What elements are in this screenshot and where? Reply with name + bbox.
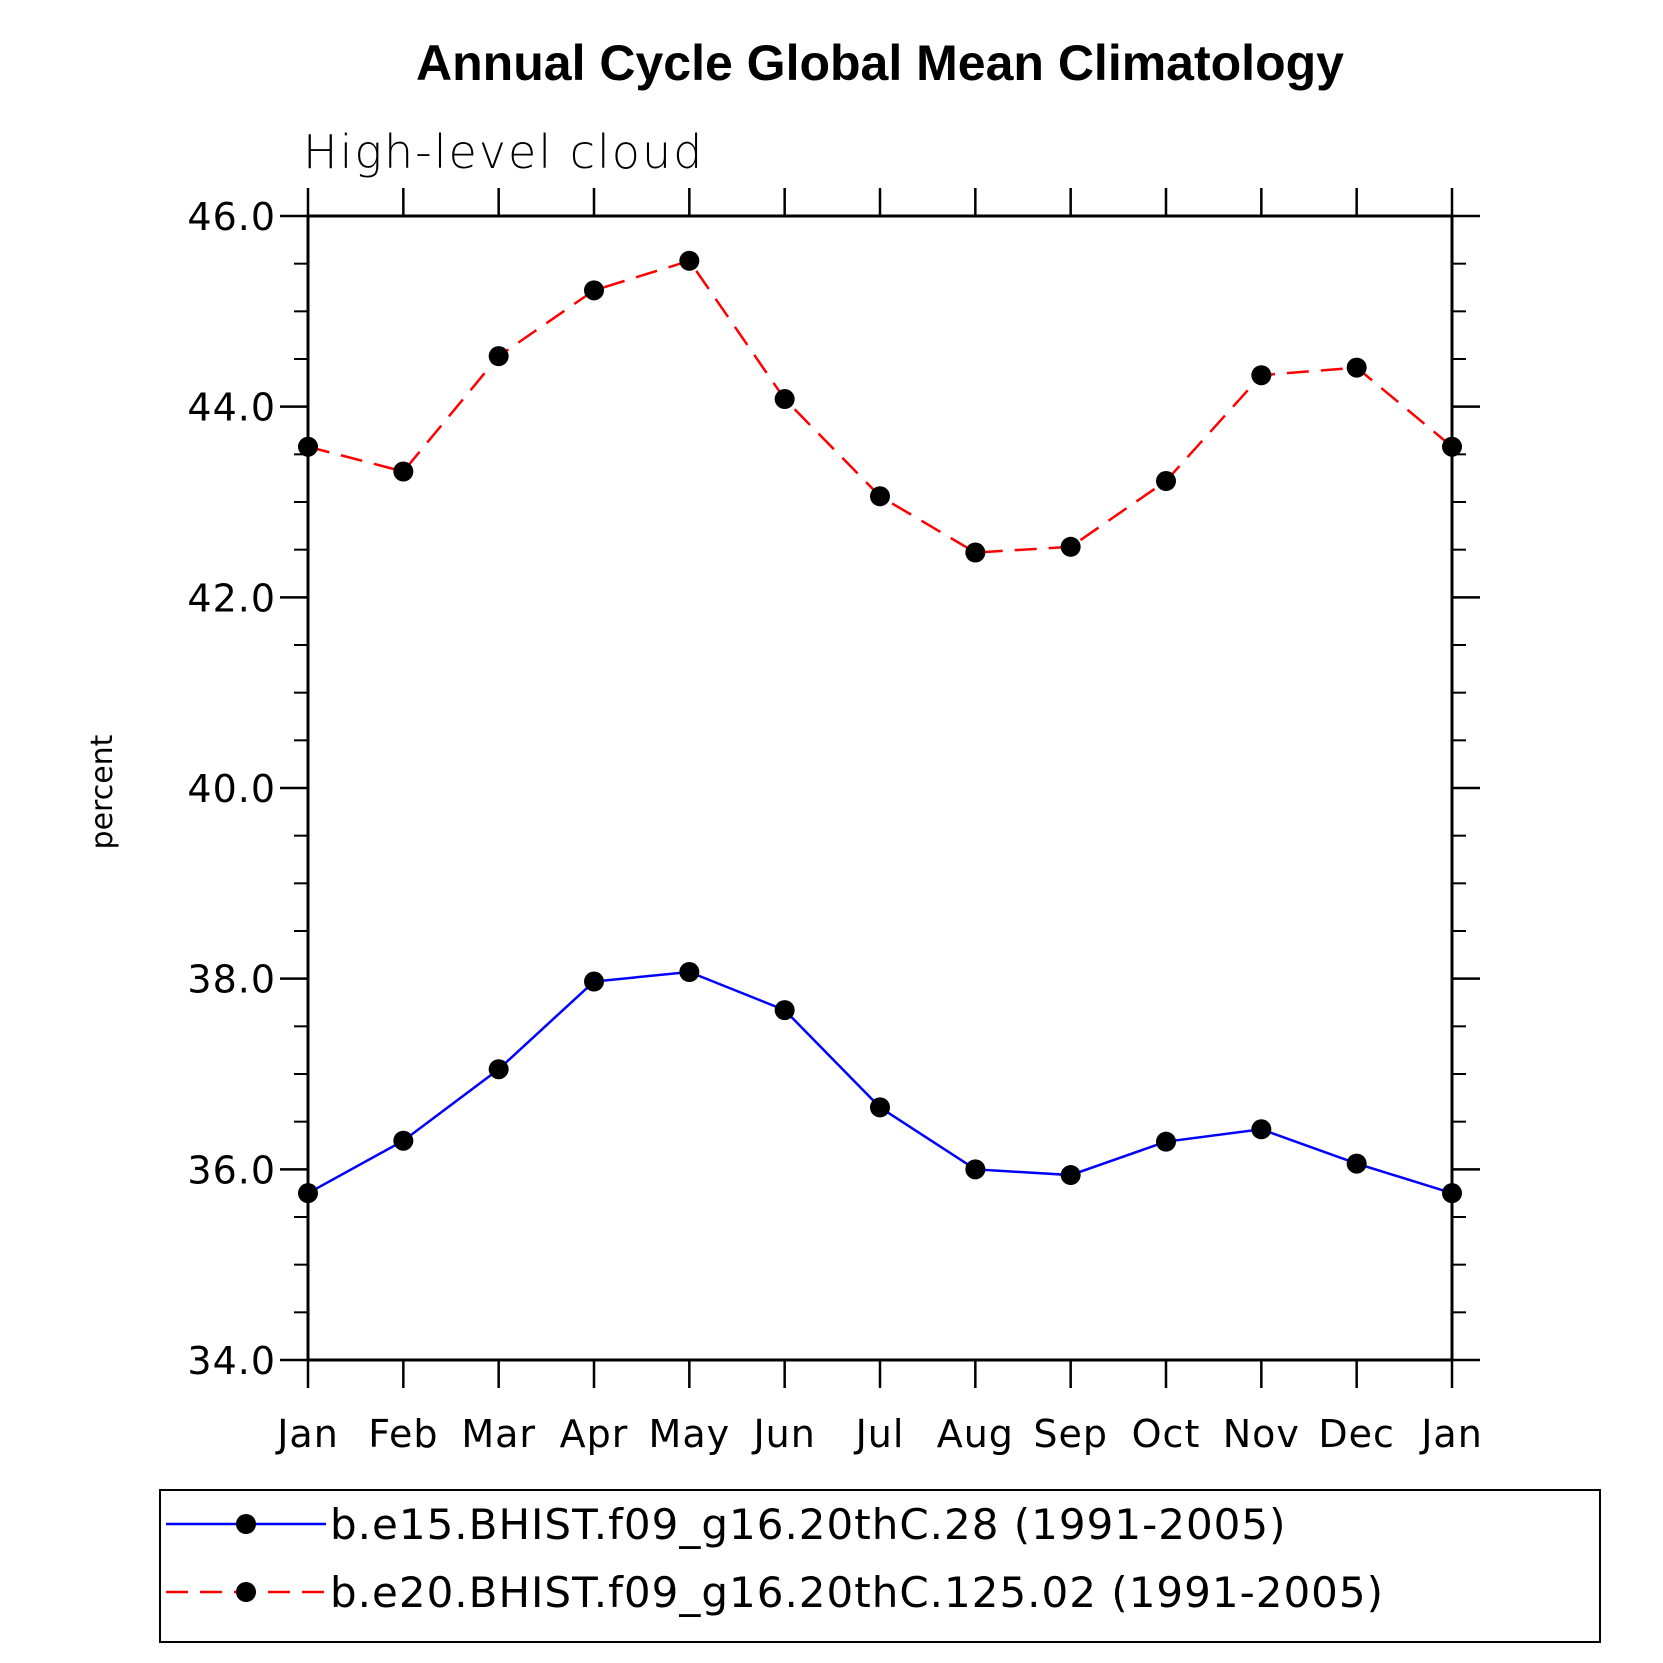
x-tick-label: Oct [1132, 1412, 1201, 1456]
series-line [307, 259, 1453, 554]
x-tick-label: Apr [560, 1412, 629, 1456]
data-point [298, 436, 318, 457]
y-tick-label: 38.0 [187, 958, 276, 1002]
data-point [488, 1059, 509, 1080]
data-point [870, 1097, 890, 1118]
data-point [1251, 365, 1272, 386]
y-tick-label: 40.0 [187, 767, 276, 811]
x-tick-label: Jan [275, 1412, 339, 1456]
plot-border [306, 214, 1454, 1362]
data-point [1346, 1153, 1367, 1174]
data-point [965, 1159, 986, 1180]
legend-marker [236, 1582, 256, 1602]
x-tick-label: Jul [854, 1412, 905, 1456]
data-point [393, 1130, 414, 1151]
data-point [1156, 1131, 1176, 1152]
y-axis: 34.0 36.0 38.0 40.0 42.0 44.0 46.0 [187, 195, 1480, 1383]
data-point [774, 389, 795, 410]
y-axis-label: percent [85, 734, 120, 849]
x-tick-label: Jan [1419, 1412, 1483, 1456]
legend-label: b.e20.BHIST.f09_g16.20thC.125.02 (1991-2… [330, 1568, 1384, 1617]
x-tick-label: May [649, 1412, 731, 1456]
data-point [488, 346, 509, 367]
data-point [1156, 471, 1176, 492]
data-point [774, 1000, 795, 1021]
data-point [965, 542, 986, 563]
data-point [584, 280, 604, 301]
x-tick-label: Jun [751, 1412, 815, 1456]
legend-marker [236, 1514, 256, 1534]
y-tick-label: 34.0 [187, 1339, 276, 1383]
chart-title: Annual Cycle Global Mean Climatology [416, 35, 1344, 91]
data-point [1251, 1119, 1272, 1140]
data-point [393, 461, 414, 482]
x-tick-label: Sep [1033, 1412, 1108, 1456]
y-tick-label: 42.0 [187, 576, 276, 620]
x-tick-label: Mar [461, 1412, 536, 1456]
legend-label: b.e15.BHIST.f09_g16.20thC.28 (1991-2005) [330, 1500, 1287, 1549]
data-point [584, 971, 604, 992]
y-tick-label: 44.0 [187, 386, 276, 430]
data-point [1060, 536, 1081, 557]
x-tick-label: Feb [368, 1412, 438, 1456]
legend: b.e15.BHIST.f09_g16.20thC.28 (1991-2005)… [159, 1489, 1601, 1643]
data-point [1346, 357, 1367, 378]
y-tick-label: 36.0 [187, 1148, 276, 1192]
x-axis: Jan Feb Mar Apr May Jun Jul Aug Sep Oct Nov Dec Jan [275, 188, 1483, 1456]
plot-frame [306, 214, 1454, 1362]
data-point [679, 961, 700, 982]
chart-subtitle: High-level cloud [303, 125, 704, 179]
y-tick-label: 46.0 [187, 195, 276, 239]
legend-box [159, 1489, 1601, 1643]
x-tick-label: Nov [1223, 1412, 1300, 1456]
data-point [1442, 1183, 1462, 1204]
data-point [298, 1183, 318, 1204]
x-tick-label: Dec [1318, 1412, 1395, 1456]
x-tick-label: Aug [937, 1412, 1014, 1456]
series-layer [298, 250, 1462, 1204]
data-point [679, 250, 700, 271]
data-point [1060, 1165, 1081, 1186]
data-point [870, 486, 890, 507]
series-line [307, 970, 1453, 1195]
data-point [1442, 436, 1462, 457]
